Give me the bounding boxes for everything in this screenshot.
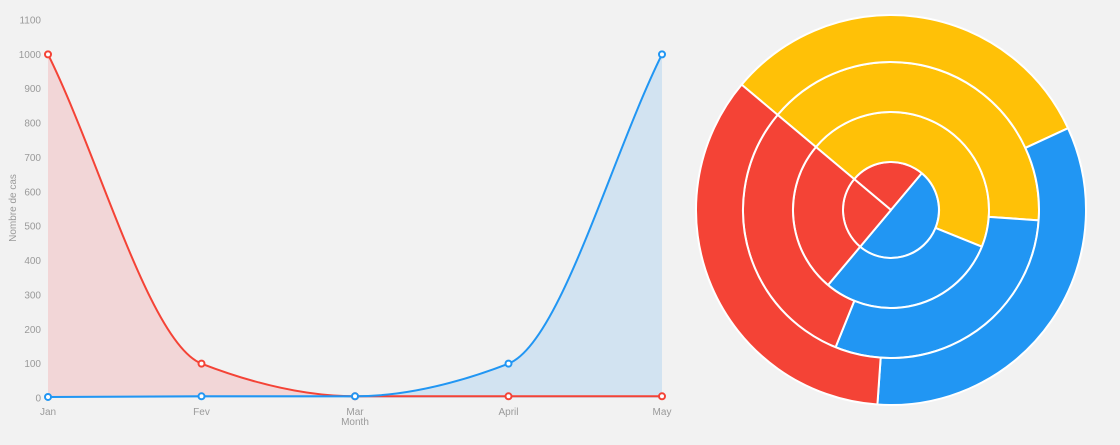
series-2-point[interactable] [658,50,666,59]
series-2-point[interactable] [351,392,359,401]
y-axis-label: Nombre de cas [8,174,19,242]
y-tick-label: 200 [24,325,41,336]
y-tick-label: 0 [35,394,41,405]
y-tick-label: 600 [24,187,41,198]
x-axis-label: Month [341,417,369,428]
y-tick-label: 300 [24,290,41,301]
y-tick-label: 1000 [19,50,42,61]
series-2-point[interactable] [197,392,206,401]
series-1-line [47,53,662,398]
y-tick-label: 1100 [19,16,41,27]
x-tick-label: Mar [346,407,364,418]
series-1-point[interactable] [504,392,513,401]
point-layer [44,50,666,401]
series-2-point[interactable] [504,359,513,368]
ring-chart [695,14,1087,406]
series-2-area [48,54,662,398]
y-tick-label: 100 [24,359,41,370]
y-tick-label: 400 [24,256,41,267]
area-layer [48,54,662,398]
y-tick-label: 700 [24,153,41,164]
series-1-point[interactable] [197,359,206,368]
series-2-line [47,53,663,398]
y-tick-label: 800 [24,119,41,130]
series-1-area [48,54,662,398]
y-axis-ticks: 0 100 200 300 400 500 600 700 800 900 1000 1100 [19,16,42,405]
series-1-point[interactable] [658,392,666,401]
x-tick-label: May [653,407,672,418]
line-layer [47,53,663,398]
x-tick-label: Jan [40,407,56,418]
line-chart: 0 100 200 300 400 500 600 700 800 900 1000 1100 Jan… [8,16,671,429]
x-tick-label: Fev [193,407,210,418]
x-tick-label: April [498,407,518,418]
x-axis-ticks: Jan Fev Mar April May [40,407,672,418]
y-tick-label: 900 [24,84,41,95]
y-tick-label: 500 [24,222,41,233]
series-1-point[interactable] [44,50,52,59]
series-2-point[interactable] [44,392,52,401]
ring-4-slice-3[interactable] [695,83,882,406]
